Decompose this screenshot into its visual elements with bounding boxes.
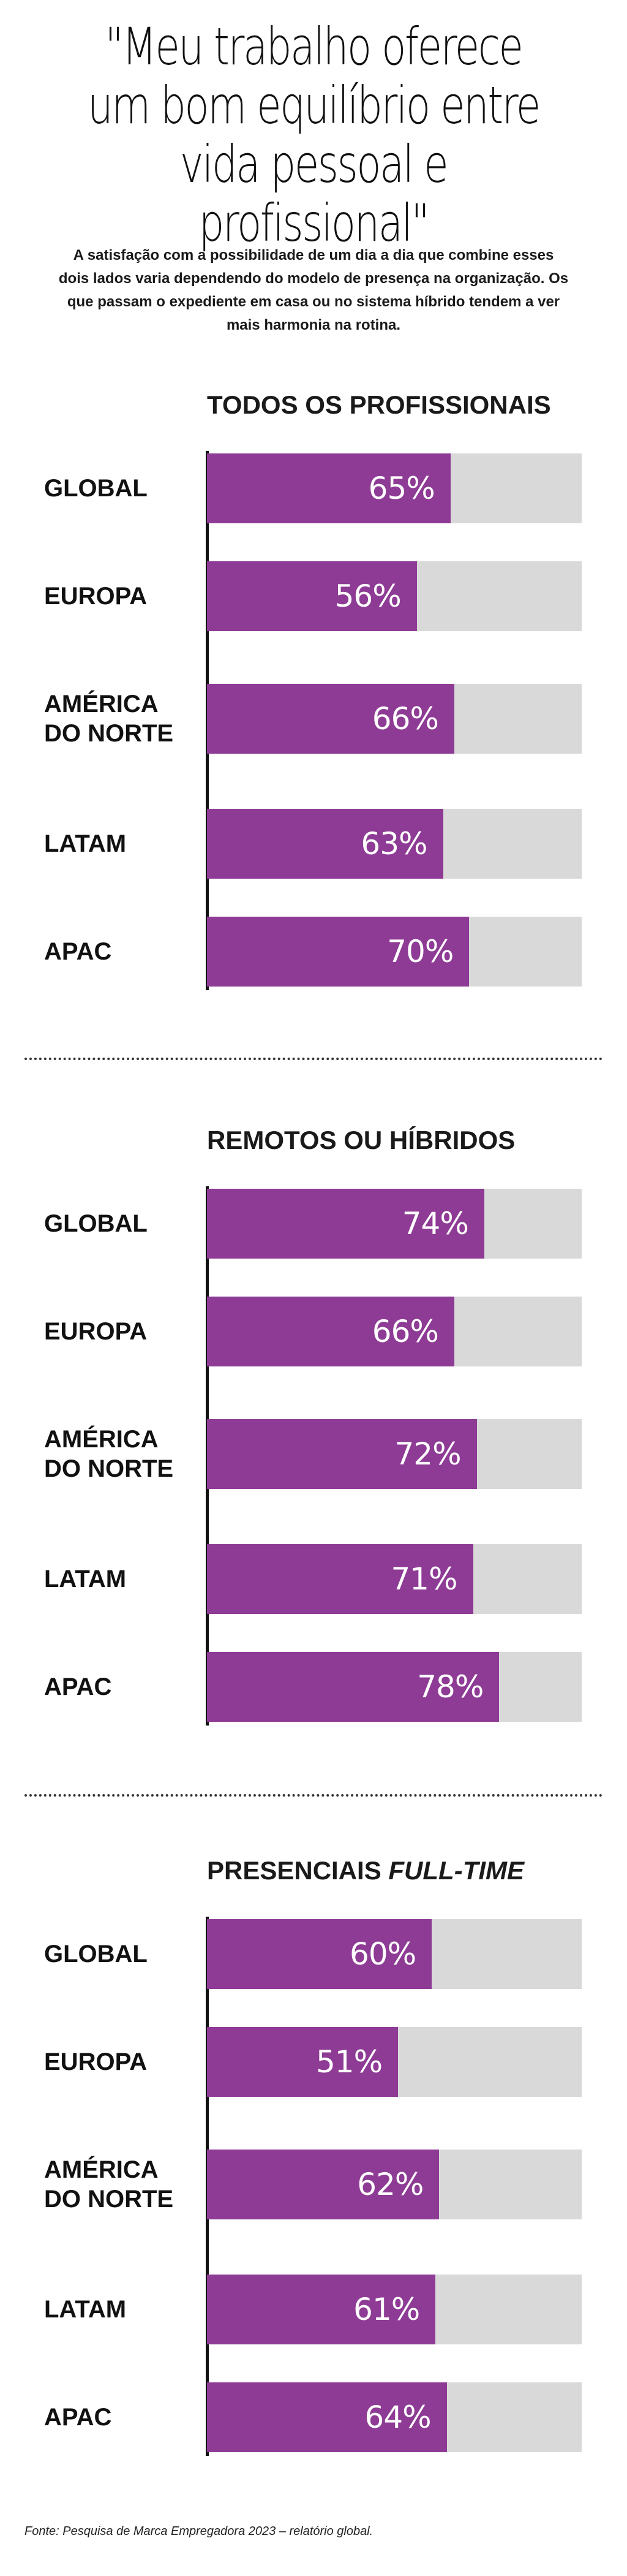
bar-row-presenciais-europa: EUROPA 51% — [0, 2027, 627, 2097]
value-label: 78% — [417, 1669, 484, 1705]
section-title-emphasis: FULL-TIME — [388, 1856, 525, 1885]
bar-fill: 61% — [207, 2275, 436, 2344]
bar-fill: 66% — [207, 684, 454, 754]
bar-fill: 62% — [207, 2150, 440, 2219]
bar-fill: 66% — [207, 1297, 454, 1366]
section-divider — [24, 1794, 603, 1797]
bar-fill: 60% — [207, 1919, 432, 1989]
region-label: LATAM — [44, 2296, 127, 2323]
section-title-presenciais: PRESENCIAIS FULL-TIME — [207, 1855, 524, 1886]
region-label: LATAM — [44, 830, 127, 857]
value-label: 74% — [402, 1206, 469, 1241]
bar-track: 63% — [207, 809, 582, 879]
intro-text: A satisfação com a possibilidade de um d… — [58, 247, 569, 333]
bar-row-presenciais-apac: APAC 64% — [0, 2382, 627, 2452]
bar-row-presenciais-america-do-norte: AMÉRICA DO NORTE 62% — [0, 2150, 627, 2219]
bar-track: 78% — [207, 1652, 582, 1722]
bar-fill: 70% — [207, 917, 470, 987]
bar-track: 66% — [207, 684, 582, 754]
value-label: 66% — [372, 701, 439, 737]
region-label: GLOBAL — [44, 1941, 148, 1968]
region-label: EUROPA — [44, 583, 148, 610]
bar-track: 56% — [207, 561, 582, 631]
value-label: 62% — [357, 2167, 424, 2202]
section-title-text: PRESENCIAIS — [207, 1856, 381, 1885]
bar-row-presenciais-latam: LATAM 61% — [0, 2275, 627, 2344]
bar-fill: 63% — [207, 809, 443, 879]
value-label: 56% — [334, 578, 402, 614]
bar-track: 62% — [207, 2150, 582, 2219]
bar-row-remotos-america-do-norte: AMÉRICA DO NORTE 72% — [0, 1419, 627, 1489]
section-title-text: TODOS OS PROFISSIONAIS — [207, 390, 551, 419]
region-label: APAC — [44, 1673, 112, 1700]
bar-row-remotos-europa: EUROPA 66% — [0, 1297, 627, 1366]
bar-track: 60% — [207, 1919, 582, 1989]
region-label: GLOBAL — [44, 475, 148, 502]
bar-fill: 72% — [207, 1419, 477, 1489]
value-label: 71% — [391, 1561, 457, 1597]
region-label: EUROPA — [44, 2048, 148, 2075]
section-title-todos: TODOS OS PROFISSIONAIS — [207, 390, 551, 420]
bar-track: 74% — [207, 1189, 582, 1259]
value-label: 70% — [387, 934, 454, 969]
section-divider — [24, 1058, 603, 1060]
value-label: 65% — [368, 471, 435, 506]
region-label: EUROPA — [44, 1318, 148, 1345]
bar-track: 71% — [207, 1544, 582, 1614]
bar-fill: 65% — [207, 453, 451, 523]
bar-row-presenciais-global: GLOBAL 60% — [0, 1919, 627, 1989]
region-label: APAC — [44, 938, 112, 965]
headline: "Meu trabalho oferece um bom equilíbrio … — [88, 17, 541, 253]
region-label: LATAM — [44, 1566, 127, 1593]
bar-row-todos-europa: EUROPA 56% — [0, 561, 627, 631]
value-label: 61% — [353, 2292, 420, 2327]
source-note: Fonte: Pesquisa de Marca Empregadora 202… — [24, 2525, 374, 2538]
bar-track: 70% — [207, 917, 582, 987]
bar-fill: 78% — [207, 1652, 500, 1722]
region-label: GLOBAL — [44, 1210, 148, 1237]
bar-fill: 64% — [207, 2382, 447, 2452]
bar-row-todos-apac: APAC 70% — [0, 917, 627, 987]
bar-track: 64% — [207, 2382, 582, 2452]
value-label: 63% — [361, 826, 427, 862]
bar-row-remotos-apac: APAC 78% — [0, 1652, 627, 1722]
bar-track: 72% — [207, 1419, 582, 1489]
section-title-remotos: REMOTOS OU HÍBRIDOS — [207, 1125, 515, 1156]
bar-row-remotos-latam: LATAM 71% — [0, 1544, 627, 1614]
bar-row-remotos-global: GLOBAL 74% — [0, 1189, 627, 1259]
bar-fill: 71% — [207, 1544, 473, 1614]
bar-track: 65% — [207, 453, 582, 523]
value-label: 60% — [350, 1936, 416, 1972]
value-label: 66% — [372, 1314, 439, 1349]
region-label: AMÉRICA DO NORTE — [44, 2156, 174, 2213]
value-label: 72% — [394, 1436, 461, 1472]
bar-track: 66% — [207, 1297, 582, 1366]
region-label: AMÉRICA DO NORTE — [44, 691, 174, 747]
value-label: 51% — [315, 2044, 383, 2080]
bar-row-todos-america-do-norte: AMÉRICA DO NORTE 66% — [0, 684, 627, 754]
bar-row-todos-latam: LATAM 63% — [0, 809, 627, 879]
bar-fill: 56% — [207, 561, 417, 631]
region-label: APAC — [44, 2404, 112, 2431]
bar-fill: 51% — [207, 2027, 399, 2097]
section-title-text: REMOTOS OU HÍBRIDOS — [207, 1126, 516, 1154]
bar-row-todos-global: GLOBAL 65% — [0, 453, 627, 523]
bar-track: 51% — [207, 2027, 582, 2097]
value-label: 64% — [364, 2400, 432, 2435]
bar-track: 61% — [207, 2275, 582, 2344]
region-label: AMÉRICA DO NORTE — [44, 1426, 174, 1482]
bar-fill: 74% — [207, 1189, 484, 1259]
